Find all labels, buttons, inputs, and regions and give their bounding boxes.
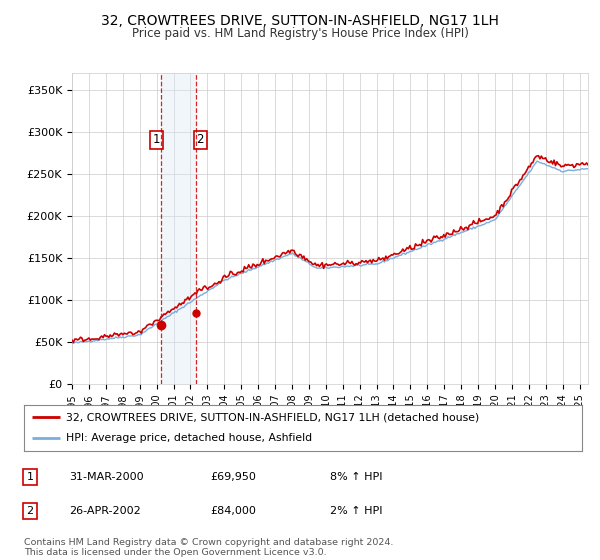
Text: 26-APR-2002: 26-APR-2002 [69, 506, 141, 516]
Text: 8% ↑ HPI: 8% ↑ HPI [330, 472, 383, 482]
Text: 2: 2 [196, 133, 204, 147]
Text: Contains HM Land Registry data © Crown copyright and database right 2024.
This d: Contains HM Land Registry data © Crown c… [24, 538, 394, 557]
Text: HPI: Average price, detached house, Ashfield: HPI: Average price, detached house, Ashf… [66, 433, 312, 444]
Text: 2: 2 [26, 506, 34, 516]
Bar [161, 73, 196, 384]
Text: 32, CROWTREES DRIVE, SUTTON-IN-ASHFIELD, NG17 1LH: 32, CROWTREES DRIVE, SUTTON-IN-ASHFIELD,… [101, 14, 499, 28]
Text: 2% ↑ HPI: 2% ↑ HPI [330, 506, 383, 516]
Text: £69,950: £69,950 [210, 472, 256, 482]
Text: 1: 1 [153, 133, 160, 147]
Text: 32, CROWTREES DRIVE, SUTTON-IN-ASHFIELD, NG17 1LH (detached house): 32, CROWTREES DRIVE, SUTTON-IN-ASHFIELD,… [66, 412, 479, 422]
Text: £84,000: £84,000 [210, 506, 256, 516]
Text: 1: 1 [26, 472, 34, 482]
Text: 31-MAR-2000: 31-MAR-2000 [69, 472, 143, 482]
Text: Price paid vs. HM Land Registry's House Price Index (HPI): Price paid vs. HM Land Registry's House … [131, 27, 469, 40]
